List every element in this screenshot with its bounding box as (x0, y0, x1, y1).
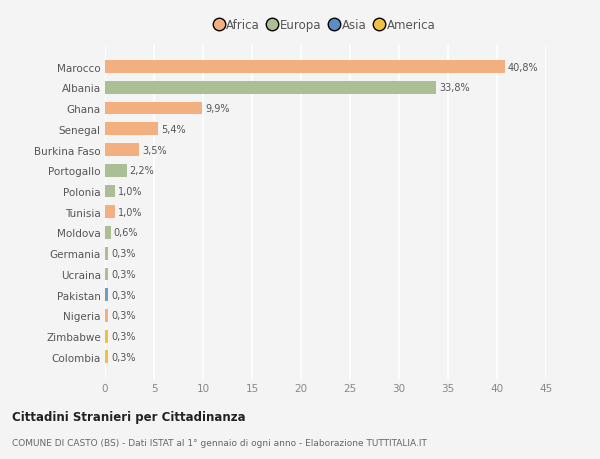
Bar (105, 330, 108, 343)
Bar (105, 268, 108, 281)
Text: 5,4%: 5,4% (161, 124, 185, 134)
Text: 0,3%: 0,3% (111, 311, 136, 321)
Text: 0,3%: 0,3% (111, 331, 136, 341)
Bar (105, 123, 158, 136)
Text: 0,6%: 0,6% (114, 228, 139, 238)
Text: 2,2%: 2,2% (130, 166, 154, 176)
Text: 1,0%: 1,0% (118, 187, 142, 196)
Bar (105, 164, 127, 177)
Text: 40,8%: 40,8% (508, 62, 538, 73)
Bar (105, 227, 111, 240)
Text: 3,5%: 3,5% (142, 145, 167, 155)
Bar (105, 206, 115, 218)
Bar (105, 144, 139, 157)
Bar (105, 247, 108, 260)
Bar (105, 289, 108, 302)
Text: COMUNE DI CASTO (BS) - Dati ISTAT al 1° gennaio di ogni anno - Elaborazione TUTT: COMUNE DI CASTO (BS) - Dati ISTAT al 1° … (12, 438, 427, 447)
Bar (105, 351, 108, 364)
Text: 9,9%: 9,9% (205, 104, 229, 114)
Bar (105, 102, 202, 115)
Text: 0,3%: 0,3% (111, 269, 136, 280)
Bar (105, 309, 108, 322)
Text: 0,3%: 0,3% (111, 249, 136, 259)
Bar (105, 82, 436, 95)
Text: 1,0%: 1,0% (118, 207, 142, 217)
Text: 0,3%: 0,3% (111, 290, 136, 300)
Bar (105, 61, 505, 74)
Bar (105, 185, 115, 198)
Text: Cittadini Stranieri per Cittadinanza: Cittadini Stranieri per Cittadinanza (12, 410, 245, 423)
Legend: Africa, Europa, Asia, America: Africa, Europa, Asia, America (212, 15, 439, 35)
Text: 0,3%: 0,3% (111, 352, 136, 362)
Text: 33,8%: 33,8% (439, 83, 470, 93)
